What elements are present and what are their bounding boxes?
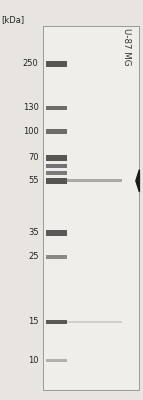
Text: 70: 70: [28, 154, 39, 162]
Bar: [46, 255, 67, 259]
Bar: [46, 129, 67, 134]
Text: 25: 25: [28, 252, 39, 261]
Text: 10: 10: [28, 356, 39, 365]
Text: 100: 100: [23, 127, 39, 136]
Bar: [54, 179, 122, 182]
Text: U-87 MG: U-87 MG: [122, 28, 131, 66]
Bar: [46, 106, 67, 110]
Bar: [46, 164, 67, 168]
Bar: [43, 26, 139, 390]
Text: 15: 15: [28, 318, 39, 326]
Bar: [46, 61, 67, 67]
Polygon shape: [136, 170, 139, 192]
Text: 130: 130: [23, 104, 39, 112]
Text: 55: 55: [28, 176, 39, 185]
Bar: [46, 230, 67, 236]
Text: [kDa]: [kDa]: [1, 15, 25, 24]
Bar: [46, 171, 67, 175]
Bar: [46, 178, 67, 184]
Bar: [46, 320, 67, 324]
Bar: [54, 321, 122, 323]
Text: 35: 35: [28, 228, 39, 237]
Bar: [46, 155, 67, 161]
Text: 250: 250: [23, 60, 39, 68]
Bar: [46, 359, 67, 362]
